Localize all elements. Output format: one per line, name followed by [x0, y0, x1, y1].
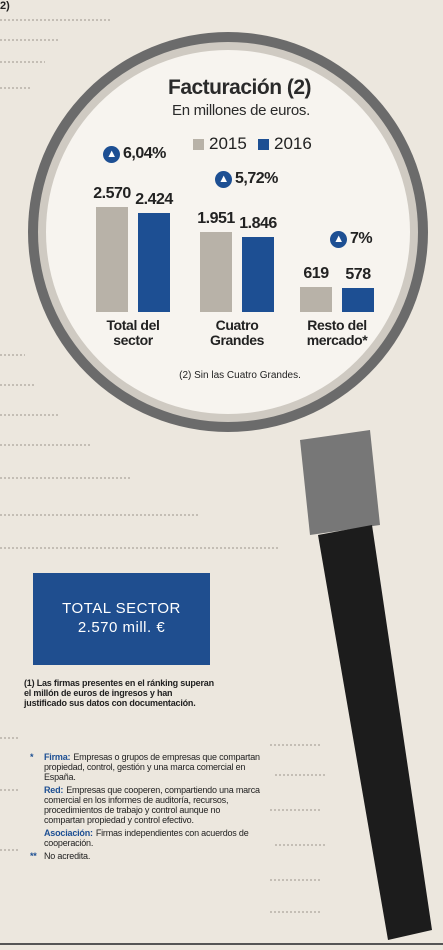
definition: Asociación: Firmas independientes con acu… — [30, 828, 262, 848]
x-tick-label: Resto del mercado* — [306, 317, 368, 348]
change-label: 6,04% — [123, 145, 166, 162]
value-label: 2.424 — [135, 190, 173, 208]
leader-lines — [0, 19, 325, 913]
chart-subtitle: En millones de euros. — [172, 102, 310, 119]
value-label: 619 — [303, 264, 329, 282]
value-label: 2.570 — [93, 185, 131, 202]
arrow-icon: ▲ — [215, 170, 232, 188]
bar — [342, 288, 374, 312]
change-label: 7% — [350, 230, 373, 247]
arrow-icon: ▲ — [103, 145, 120, 163]
definition-term: Firma: — [44, 752, 71, 762]
change-badge: ▲ 6,04% — [103, 145, 166, 163]
value-label: 578 — [345, 266, 371, 284]
legend-item: 2016 — [258, 134, 312, 154]
definition-mark — [30, 828, 44, 848]
legend-label: 2015 — [209, 134, 247, 153]
change-badge: ▲ 5,72% — [215, 170, 278, 188]
definition: Red: Empresas que cooperen, compartiendo … — [30, 785, 262, 825]
total-box: TOTAL SECTOR 2.570 mill. € — [33, 573, 210, 665]
bar — [96, 207, 128, 312]
bar — [200, 232, 232, 312]
chart-area: 2.570 2.424 Total del sector 1.951 1.846 Cuat… — [0, 0, 443, 420]
magnifier-lens — [46, 50, 410, 414]
definition-body: Asociación: Firmas independientes con acu… — [44, 828, 262, 848]
definition-body: No acredita. — [44, 851, 90, 861]
footnote: (1) Las firmas presentes en el ránking s… — [24, 678, 214, 708]
magnifier-handle — [300, 430, 432, 940]
definition-text: Empresas que cooperen, compartiendo una … — [44, 785, 260, 825]
value-label: 1.846 — [239, 214, 277, 232]
definition-text: Empresas o grupos de empresas que compar… — [44, 752, 260, 782]
chart-title: Facturación (2) — [168, 76, 312, 99]
definition-mark: ** — [30, 851, 37, 861]
box-title: TOTAL SECTOR — [62, 600, 181, 617]
arrow-icon: ▲ — [330, 230, 347, 248]
legend-swatch — [193, 138, 204, 150]
value-label: 1.951 — [197, 210, 235, 228]
x-tick-label: Cuatro Grandes — [210, 317, 264, 348]
definition-text: No acredita. — [44, 851, 91, 861]
definition: * Firma: Empresas o grupos de empresas que… — [30, 752, 262, 782]
definition: ** No acredita. — [30, 851, 262, 861]
definition-term: Asociación: — [44, 828, 93, 838]
corner-text: 2) — [0, 0, 10, 12]
legend-item: 2015 — [193, 134, 247, 154]
change-label: 5,72% — [235, 170, 278, 187]
box-value: 2.570 mill. € — [77, 619, 166, 636]
definition-body: Red: Empresas que cooperen, compartiendo … — [44, 785, 262, 825]
definition-body: Firma: Empresas o grupos de empresas que … — [44, 752, 262, 782]
definition-text: Firmas independientes con acuerdos de co… — [44, 828, 249, 848]
definitions: * Firma: Empresas o grupos de empresas que… — [30, 752, 262, 864]
definition-mark: * — [30, 752, 34, 762]
definition-term: Red: — [44, 785, 64, 795]
bar — [300, 286, 332, 312]
bar — [242, 236, 274, 312]
legend-label: 2016 — [274, 134, 312, 153]
bar — [138, 212, 170, 312]
definition-mark — [30, 785, 44, 825]
legend-swatch — [258, 138, 269, 150]
chart-note: (2) Sin las Cuatro Grandes. — [179, 370, 301, 381]
change-badge: ▲ 7% — [330, 230, 373, 248]
x-tick-label: Total del sector — [106, 317, 160, 348]
